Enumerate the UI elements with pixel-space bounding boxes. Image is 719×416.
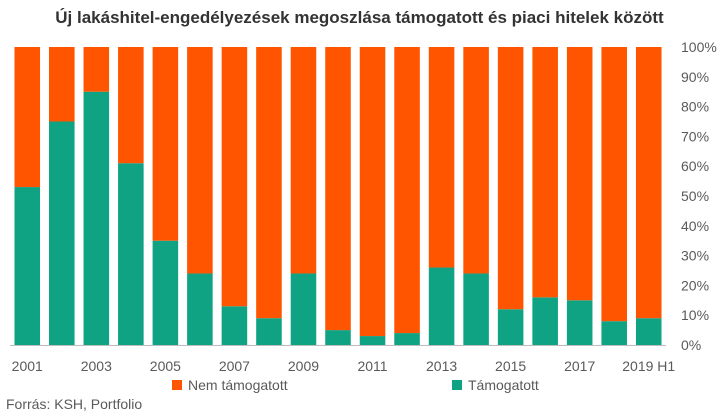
- bar-nem-tamogatott-0: [14, 47, 41, 188]
- bar-nem-tamogatott-7: [256, 47, 282, 319]
- y-tick-label: 30%: [681, 248, 709, 264]
- bar-tamogatott-13: [463, 273, 489, 345]
- bar-tamogatott-7: [256, 318, 282, 345]
- y-tick-label: 80%: [681, 99, 709, 115]
- bar-tamogatott-5: [187, 273, 213, 345]
- bar-nem-tamogatott-5: [187, 47, 213, 274]
- bar-nem-tamogatott-8: [290, 47, 317, 274]
- bar-nem-tamogatott-11: [394, 47, 420, 334]
- legend-item-tamogatott: Támogatott: [452, 377, 539, 393]
- y-tick-label: 10%: [681, 307, 709, 323]
- bar-tamogatott-1: [49, 121, 75, 345]
- bar-nem-tamogatott-15: [532, 47, 558, 298]
- bar-tamogatott-15: [532, 297, 558, 345]
- bar-tamogatott-0: [14, 187, 41, 345]
- y-tick-label: 70%: [681, 128, 709, 144]
- y-tick-label: 60%: [681, 158, 709, 174]
- x-tick-label: 2005: [150, 358, 181, 374]
- x-tick-label: 2017: [564, 358, 595, 374]
- bar-tamogatott-3: [118, 163, 144, 345]
- chart-title: Új lakáshitel-engedélyezések megoszlása …: [55, 8, 664, 27]
- bar-nem-tamogatott-9: [325, 47, 351, 331]
- x-tick-label: 2013: [426, 358, 457, 374]
- bar-nem-tamogatott-16: [566, 47, 593, 301]
- bar-nem-tamogatott-13: [463, 47, 489, 274]
- bar-nem-tamogatott-6: [221, 47, 248, 307]
- bar-nem-tamogatott-12: [428, 47, 455, 268]
- bar-tamogatott-18: [635, 318, 662, 345]
- bar-nem-tamogatott-10: [359, 47, 386, 337]
- bar-tamogatott-2: [83, 91, 110, 345]
- legend-swatch-nem-tamogatott: [172, 380, 182, 390]
- y-tick-label: 20%: [681, 277, 709, 293]
- bar-tamogatott-9: [325, 330, 351, 345]
- x-tick-label: 2003: [81, 358, 112, 374]
- x-tick-label: 2019 H1: [622, 358, 675, 374]
- bar-tamogatott-16: [566, 300, 593, 345]
- bar-tamogatott-10: [359, 336, 386, 345]
- x-tick-label: 2011: [357, 358, 387, 374]
- source-note: Forrás: KSH, Portfolio: [6, 396, 143, 412]
- bar-nem-tamogatott-1: [49, 47, 75, 122]
- legend-item-nem-tamogatott: Nem támogatott: [172, 377, 288, 393]
- bar-tamogatott-11: [394, 333, 420, 345]
- bar-tamogatott-14: [497, 309, 524, 345]
- bar-tamogatott-8: [290, 273, 317, 345]
- bar-tamogatott-17: [601, 321, 627, 345]
- y-tick-label: 50%: [681, 188, 709, 204]
- x-tick-label: 2001: [12, 358, 43, 374]
- x-tick-label: 2009: [288, 358, 319, 374]
- bar-nem-tamogatott-14: [497, 47, 524, 310]
- y-tick-label: 40%: [681, 218, 709, 234]
- bar-nem-tamogatott-3: [118, 47, 144, 164]
- bar-nem-tamogatott-2: [83, 47, 110, 92]
- y-tick-label: 90%: [681, 69, 709, 85]
- y-tick-label: 100%: [681, 39, 717, 55]
- bar-nem-tamogatott-17: [601, 47, 627, 322]
- bar-nem-tamogatott-4: [152, 47, 179, 241]
- x-tick-label: 2007: [219, 358, 250, 374]
- x-tick-label: 2015: [495, 358, 526, 374]
- legend-swatch-tamogatott: [452, 380, 462, 390]
- bar-nem-tamogatott-18: [635, 47, 662, 319]
- legend-label-tamogatott: Támogatott: [468, 377, 539, 393]
- bar-tamogatott-6: [221, 306, 248, 345]
- y-tick-label: 0%: [681, 337, 701, 353]
- bar-tamogatott-12: [428, 267, 455, 345]
- legend-label-nem-tamogatott: Nem támogatott: [188, 377, 288, 393]
- bar-tamogatott-4: [152, 240, 179, 345]
